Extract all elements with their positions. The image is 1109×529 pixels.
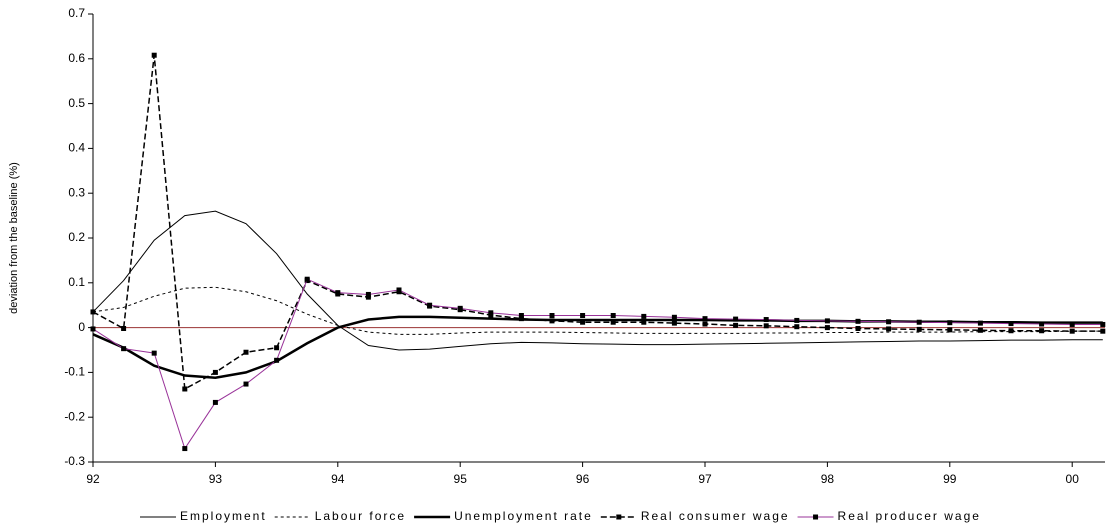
point-marker <box>90 309 96 315</box>
point-marker <box>916 319 922 325</box>
x-tick-label: 95 <box>454 472 468 486</box>
legend-label: Employment <box>180 509 267 523</box>
y-tick-label: 0.2 <box>68 230 85 244</box>
legend-label: Unemployment rate <box>454 509 593 523</box>
point-marker <box>977 320 983 326</box>
point-marker <box>212 369 218 375</box>
point-marker <box>518 313 524 319</box>
x-tick-label: 96 <box>576 472 590 486</box>
point-marker <box>151 52 157 58</box>
point-marker <box>518 316 524 322</box>
point-marker <box>702 316 708 322</box>
point-marker <box>427 302 433 308</box>
y-tick-label: -0.3 <box>64 454 85 468</box>
legend-label: Real producer wage <box>838 509 981 523</box>
point-marker <box>855 325 861 331</box>
point-marker <box>549 313 555 319</box>
x-tick-label: 99 <box>943 472 957 486</box>
point-marker <box>855 318 861 324</box>
point-marker <box>488 310 494 316</box>
y-tick-label: 0 <box>78 320 85 334</box>
series-line <box>92 315 1103 380</box>
legend-label: Real consumer wage <box>641 509 790 523</box>
x-tick-label: 93 <box>209 472 223 486</box>
point-marker <box>886 319 892 325</box>
point-marker <box>182 386 188 392</box>
y-axis-label: deviation from the baseline (%) <box>8 162 20 314</box>
point-marker <box>733 322 739 328</box>
point-marker <box>1039 328 1045 334</box>
y-tick-label: -0.1 <box>64 365 85 379</box>
point-marker <box>1069 321 1075 327</box>
point-marker <box>365 294 371 300</box>
legend-marker <box>616 514 622 520</box>
point-marker <box>549 318 555 324</box>
point-marker <box>365 291 371 297</box>
point-marker <box>243 349 249 355</box>
point-marker <box>702 321 708 327</box>
point-marker <box>916 326 922 332</box>
point-marker <box>151 350 157 356</box>
point-marker <box>641 313 647 319</box>
point-marker <box>886 326 892 332</box>
point-marker <box>977 327 983 333</box>
y-tick-label: 0.7 <box>68 6 85 20</box>
x-tick-label: 00 <box>1066 472 1080 486</box>
point-marker <box>947 327 953 333</box>
legend-label: Labour force <box>315 509 406 523</box>
point-marker <box>396 287 402 293</box>
point-marker <box>671 314 677 320</box>
x-tick-label: 98 <box>821 472 835 486</box>
y-tick-label: 0.6 <box>68 51 85 65</box>
point-marker <box>733 316 739 322</box>
point-marker <box>763 317 769 323</box>
point-marker <box>1100 328 1106 334</box>
y-tick-label: 0.1 <box>68 275 85 289</box>
point-marker <box>671 320 677 326</box>
point-marker <box>610 313 616 319</box>
point-marker <box>212 399 218 405</box>
point-marker <box>794 324 800 330</box>
point-marker <box>824 325 830 331</box>
point-marker <box>121 346 127 352</box>
legend-marker <box>813 514 819 520</box>
point-marker <box>274 345 280 351</box>
series-line <box>92 278 1103 450</box>
point-marker <box>182 446 188 452</box>
series-line <box>92 55 1103 391</box>
point-marker <box>763 323 769 329</box>
point-marker <box>1039 321 1045 327</box>
x-tick-label: 97 <box>698 472 712 486</box>
y-tick-label: 0.3 <box>68 185 85 199</box>
point-marker <box>580 319 586 325</box>
point-marker <box>1069 328 1075 334</box>
point-marker <box>457 305 463 311</box>
point-marker <box>824 318 830 324</box>
y-tick-label: 0.5 <box>68 96 85 110</box>
x-tick-label: 92 <box>86 472 100 486</box>
point-marker <box>243 381 249 387</box>
y-tick-label: -0.2 <box>64 409 85 423</box>
point-marker <box>641 319 647 325</box>
point-marker <box>90 326 96 332</box>
point-marker <box>1008 321 1014 327</box>
point-marker <box>1008 328 1014 334</box>
point-marker <box>1100 321 1106 327</box>
series-line <box>92 286 1103 335</box>
x-tick-label: 94 <box>331 472 345 486</box>
point-marker <box>335 290 341 296</box>
point-marker <box>121 325 127 331</box>
point-marker <box>580 313 586 319</box>
y-tick-label: 0.4 <box>68 141 85 155</box>
point-marker <box>304 276 310 282</box>
point-marker <box>947 320 953 326</box>
point-marker <box>274 357 280 363</box>
series-line <box>92 210 1103 351</box>
point-marker <box>794 317 800 323</box>
point-marker <box>610 319 616 325</box>
